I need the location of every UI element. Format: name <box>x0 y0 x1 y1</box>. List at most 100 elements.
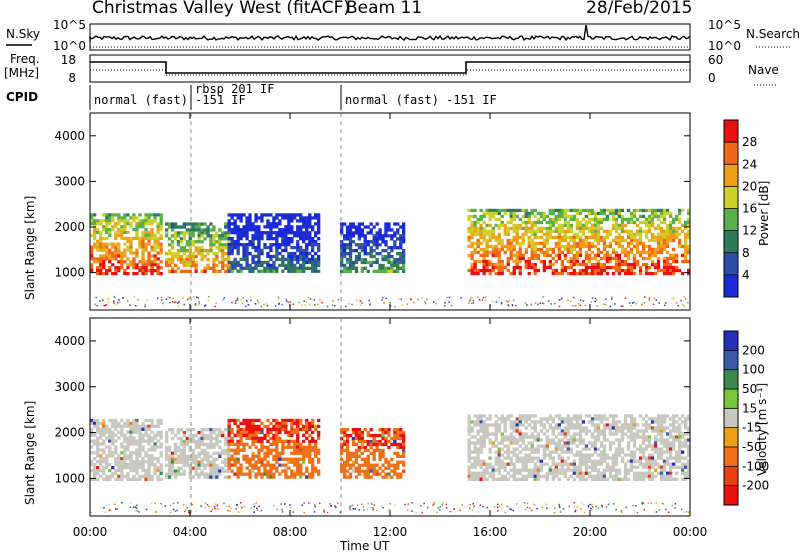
echo-cell <box>138 424 142 428</box>
echo-cell <box>659 435 664 439</box>
echo-cell <box>354 243 359 247</box>
echo-cell <box>293 269 297 273</box>
echo-cell <box>611 417 616 421</box>
echo-cell <box>482 435 486 439</box>
echo-cell <box>287 466 291 470</box>
echo-cell <box>203 249 207 253</box>
echo-cell <box>96 454 100 458</box>
echo-cell <box>521 474 525 478</box>
echo-cell <box>120 427 124 431</box>
echo-cell <box>153 445 157 449</box>
echo-cell <box>197 451 201 455</box>
echo-cell <box>168 469 172 473</box>
echo-cell <box>563 426 567 430</box>
echo-cell <box>665 441 670 445</box>
echo-cell <box>299 448 303 452</box>
echo-cell <box>596 262 601 267</box>
echo-cell <box>390 254 394 259</box>
echo-cell <box>168 428 172 432</box>
echo-cell <box>99 219 103 223</box>
echo-cell <box>188 243 192 247</box>
echo-cell <box>494 223 498 228</box>
echo-cell <box>512 253 516 258</box>
echo-cell <box>575 235 579 240</box>
echo-cell <box>242 445 246 449</box>
echo-cell <box>611 414 616 418</box>
echo-cell <box>111 451 115 455</box>
echo-cell <box>384 436 388 441</box>
echo-cell <box>482 474 486 478</box>
echo-cell <box>200 451 204 455</box>
echo-cell <box>506 447 510 451</box>
echo-cell <box>512 214 516 219</box>
echo-cell <box>305 436 309 440</box>
echo-cell <box>614 423 619 427</box>
echo-cell <box>239 216 243 220</box>
echo-cell <box>390 263 394 268</box>
echo-cell <box>488 417 492 421</box>
echo-cell <box>384 439 388 444</box>
echo-cell <box>156 477 160 481</box>
echo-cell <box>542 450 546 454</box>
echo-cell <box>170 240 175 244</box>
echo-cell <box>687 229 691 234</box>
echo-cell <box>218 269 222 273</box>
echo-cell <box>656 259 661 264</box>
echo-cell <box>179 225 184 229</box>
echo-cell <box>290 219 294 223</box>
echo-cell <box>209 266 213 270</box>
echo-cell <box>215 428 219 432</box>
echo-cell <box>389 302 391 304</box>
echo-cell <box>656 247 661 252</box>
echo-cell <box>518 477 522 481</box>
echo-cell <box>111 454 115 458</box>
echo-cell <box>278 219 282 223</box>
echo-cell <box>102 457 106 461</box>
echo-cell <box>357 445 361 450</box>
echo-cell <box>129 427 133 431</box>
echo-cell <box>266 445 270 449</box>
echo-cell <box>275 424 279 429</box>
echo-cell <box>629 220 634 225</box>
echo-cell <box>266 469 270 473</box>
echo-cell <box>159 272 163 276</box>
echo-cell <box>479 226 483 231</box>
echo-cell <box>560 420 564 424</box>
echo-cell <box>260 442 264 446</box>
echo-cell <box>488 471 492 475</box>
echo-cell <box>470 462 474 466</box>
echo-cell <box>150 430 154 434</box>
echo-cell <box>672 477 676 481</box>
echo-cell <box>590 420 595 424</box>
echo-cell <box>227 240 231 244</box>
echo-cell <box>96 272 100 276</box>
echo-cell <box>515 262 519 267</box>
echo-cell <box>311 245 315 250</box>
echo-cell <box>617 241 622 246</box>
echo-cell <box>200 457 204 461</box>
echo-cell <box>144 451 148 455</box>
echo-cell <box>524 462 528 466</box>
echo-cell <box>281 263 285 267</box>
echo-cell <box>248 421 252 426</box>
echo-cell <box>287 445 291 449</box>
echo-cell <box>284 469 288 473</box>
echo-cell <box>168 249 172 253</box>
echo-cell <box>557 441 561 445</box>
echo-cell <box>141 245 145 249</box>
echo-cell <box>641 214 646 219</box>
echo-cell <box>348 466 353 470</box>
echo-cell <box>545 447 549 451</box>
echo-cell <box>399 475 403 479</box>
echo-cell <box>251 240 255 244</box>
echo-cell <box>114 421 118 425</box>
echo-cell <box>599 459 604 463</box>
echo-cell <box>578 262 583 267</box>
echo-cell <box>302 251 306 256</box>
echo-cell <box>212 240 216 244</box>
echo-cell <box>135 430 139 434</box>
echo-cell <box>266 245 270 250</box>
echo-cell <box>681 244 685 249</box>
echo-cell <box>266 304 269 307</box>
echo-cell <box>317 231 321 235</box>
